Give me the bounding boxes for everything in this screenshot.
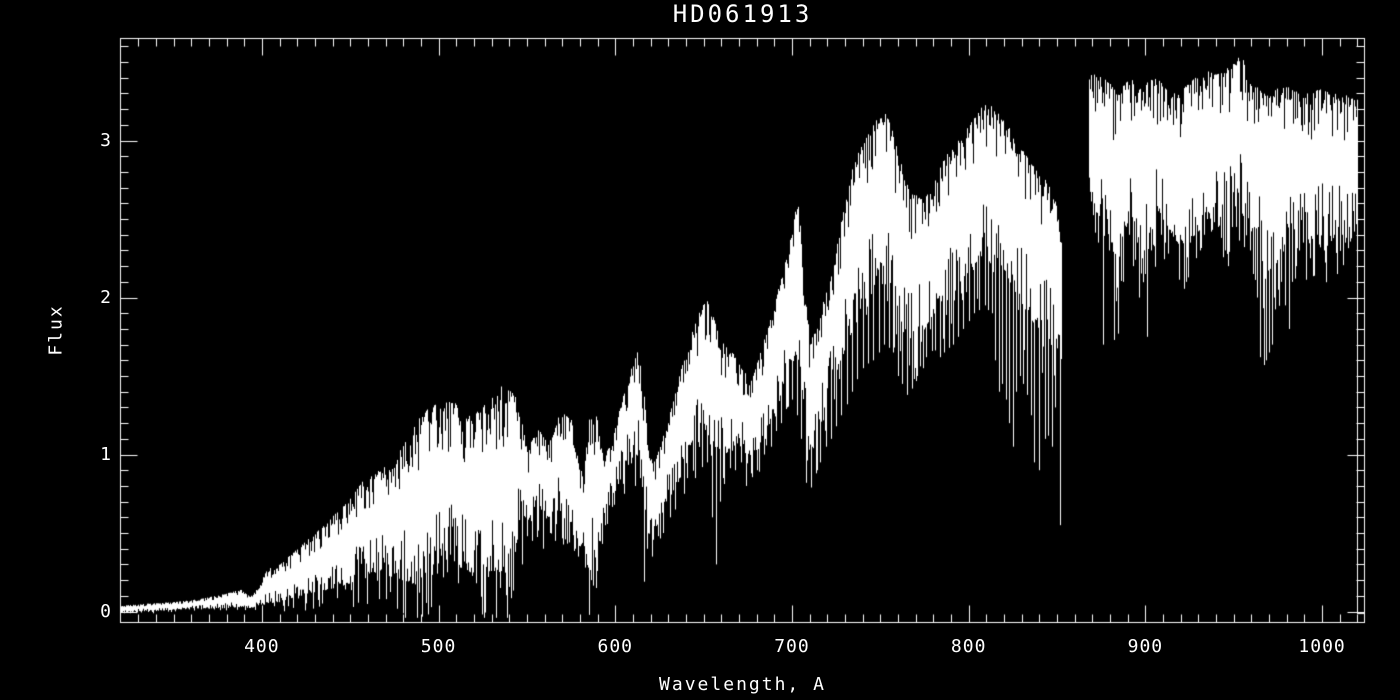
x-tick-label: 1000 [1298,636,1346,657]
x-tick-label: 800 [950,636,987,657]
x-tick-label: 400 [244,636,280,657]
x-tick-label: 700 [774,636,810,657]
y-tick-label: 0 [100,600,112,622]
y-tick-label: 2 [100,286,112,308]
x-tick-label: 600 [597,636,634,657]
y-tick-label: 1 [100,443,112,465]
y-axis-label: Flux [45,304,67,356]
chart-title: HD061913 [672,0,813,28]
x-axis-label: Wavelength, A [659,674,826,695]
x-tick-label: 900 [1127,636,1164,657]
y-tick-label: 3 [100,129,112,151]
x-tick-label: 500 [420,636,457,657]
